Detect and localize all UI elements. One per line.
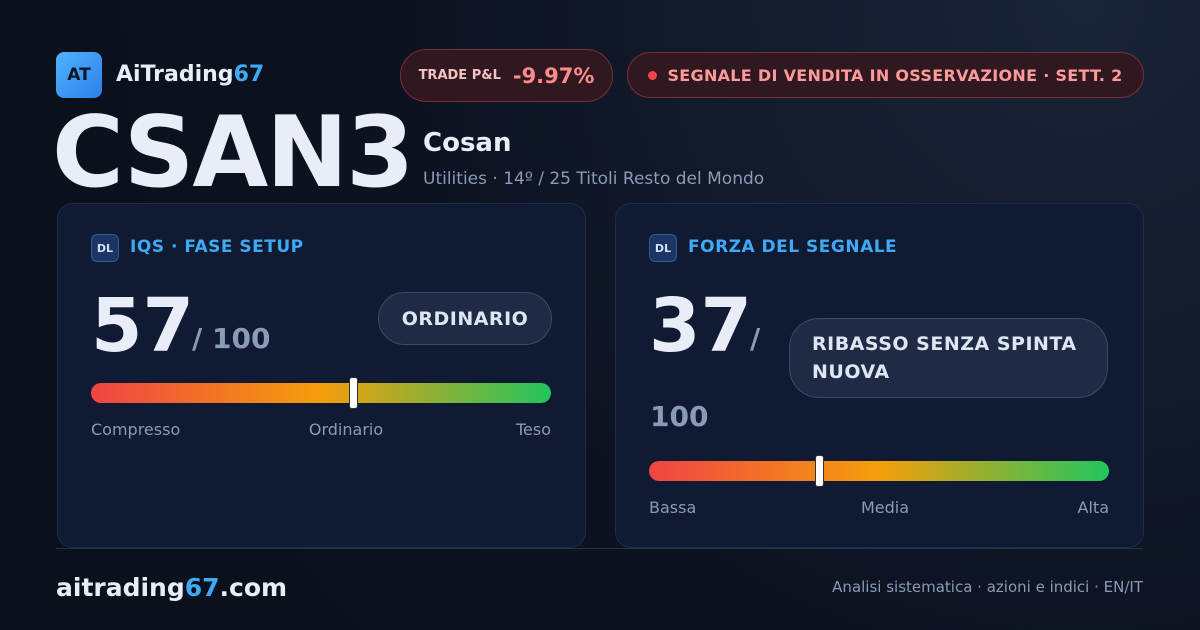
gauge-bar <box>91 377 551 409</box>
signal-text: SEGNALE DI VENDITA IN OSSERVAZIONE · SET… <box>667 65 1123 85</box>
score: 37 <box>649 283 752 369</box>
badge: ORDINARIO <box>378 292 552 345</box>
max: 100 <box>211 322 271 355</box>
score-max: / 100 <box>192 322 270 355</box>
badge: RIBASSO SENZA SPINTA NUOVA <box>789 318 1108 398</box>
scale-label: Ordinario <box>308 420 384 439</box>
ticker-subtitle: Utilities · 14º / 25 Titoli Resto del Mo… <box>423 169 765 189</box>
card-title: IQS · FASE SETUP <box>130 237 304 257</box>
card-icon: DL <box>91 234 119 262</box>
site: aitrading67.com <box>56 573 287 602</box>
site-accent: 67 <box>184 573 220 602</box>
card-title: FORZA DEL SEGNALE <box>688 237 898 257</box>
site-suffix: .com <box>219 573 288 602</box>
separator: / <box>750 322 761 355</box>
separator: / <box>192 322 203 355</box>
scale-label: Teso <box>515 420 551 439</box>
score: 57 <box>91 283 194 369</box>
scale-label: Alta <box>1077 498 1109 517</box>
brand: AiTrading67 <box>116 62 264 87</box>
divider <box>56 548 1143 549</box>
ticker-name: Cosan <box>423 128 512 158</box>
pnl-value: -9.97% <box>512 63 595 88</box>
brand-name: AiTrading <box>116 62 234 87</box>
scale-label: Media <box>860 498 910 517</box>
scale-label: Compresso <box>91 420 181 439</box>
card-icon: DL <box>649 234 677 262</box>
gauge-marker <box>349 377 359 409</box>
pnl-pill: TRADE P&L -9.97% <box>400 49 613 102</box>
signal-dot <box>648 70 658 80</box>
site-name: aitrading <box>56 573 185 602</box>
pnl-label: TRADE P&L <box>418 68 501 83</box>
ticker-symbol: CSAN3 <box>52 96 414 210</box>
gauge-marker <box>815 455 825 487</box>
brand-accent: 67 <box>233 62 265 87</box>
scale-label: Bassa <box>649 498 697 517</box>
logo: AT <box>56 52 102 98</box>
card <box>57 203 586 548</box>
tagline: Analisi sistematica · azioni e indici · … <box>832 578 1143 596</box>
gauge-bar <box>649 455 1109 487</box>
max: 100 <box>650 400 709 433</box>
signal-pill: SEGNALE DI VENDITA IN OSSERVAZIONE · SET… <box>627 52 1144 98</box>
